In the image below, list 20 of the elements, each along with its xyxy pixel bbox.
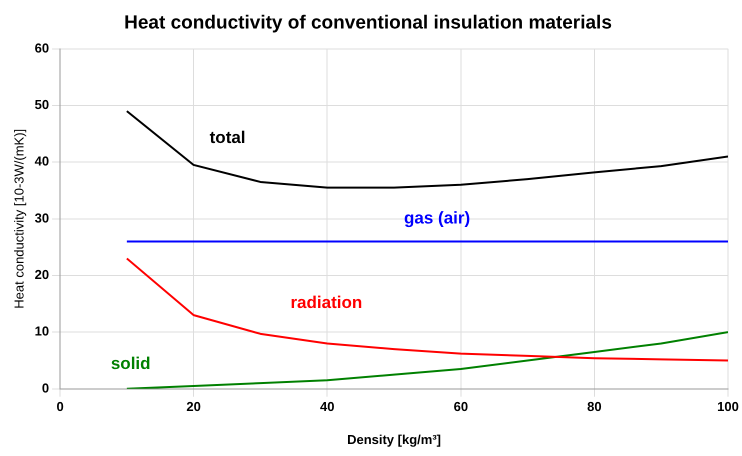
chart-title: Heat conductivity of conventional insulation materials bbox=[124, 12, 612, 34]
x-tick-label: 100 bbox=[717, 399, 739, 414]
series-label: radiation bbox=[290, 292, 362, 312]
series-label: total bbox=[210, 128, 246, 147]
x-axis-title: Density [kg/m³] bbox=[347, 432, 441, 447]
y-tick-label: 40 bbox=[34, 154, 50, 169]
series-label: gas (air) bbox=[404, 208, 470, 228]
y-tick-label: 20 bbox=[34, 267, 50, 282]
y-tick-label: 0 bbox=[42, 380, 50, 396]
x-tick-label: 40 bbox=[320, 399, 334, 414]
y-tick-label: 60 bbox=[34, 40, 50, 56]
y-tick-label: 10 bbox=[34, 324, 50, 339]
y-axis-title: Heat conductivity [10-3W/(mK)] bbox=[11, 128, 26, 309]
y-tick-label: 30 bbox=[34, 210, 50, 226]
x-tick-label: 20 bbox=[186, 399, 201, 414]
x-tick-label: 0 bbox=[56, 399, 64, 414]
x-tick-label: 80 bbox=[587, 399, 602, 414]
y-tick-label: 50 bbox=[34, 97, 50, 112]
series-label: solid bbox=[110, 354, 151, 373]
x-tick-label: 60 bbox=[454, 399, 468, 414]
